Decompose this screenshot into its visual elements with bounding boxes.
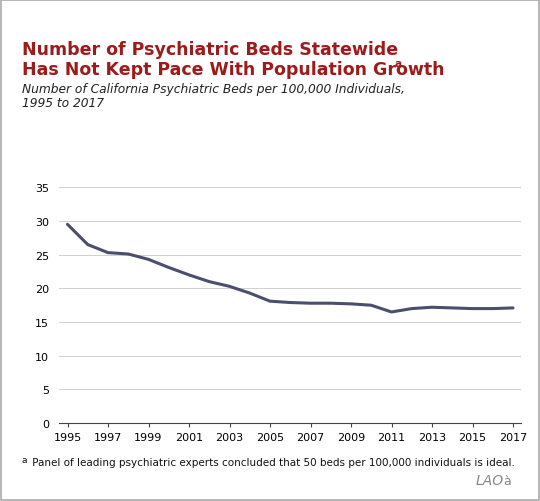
Text: Has Not Kept Pace With Population Growth: Has Not Kept Pace With Population Growth [22, 61, 444, 79]
Text: a: a [395, 59, 402, 69]
Text: à: à [503, 474, 511, 487]
Text: Panel of leading psychiatric experts concluded that 50 beds per 100,000 individu: Panel of leading psychiatric experts con… [29, 457, 515, 467]
Text: Number of Psychiatric Beds Statewide: Number of Psychiatric Beds Statewide [22, 41, 398, 59]
Text: Figure 1: Figure 1 [11, 11, 73, 24]
Text: LAO: LAO [475, 473, 503, 487]
Text: Number of California Psychiatric Beds per 100,000 Individuals,: Number of California Psychiatric Beds pe… [22, 83, 404, 96]
Text: 1995 to 2017: 1995 to 2017 [22, 97, 104, 110]
Text: a: a [22, 455, 27, 464]
